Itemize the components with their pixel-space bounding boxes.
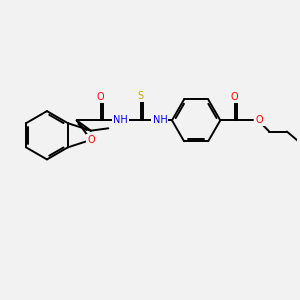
Text: S: S: [137, 91, 144, 101]
Text: NH: NH: [113, 116, 128, 125]
Text: O: O: [97, 92, 105, 102]
Text: O: O: [87, 135, 94, 145]
Text: O: O: [256, 116, 264, 125]
Text: O: O: [231, 92, 238, 102]
Text: NH: NH: [152, 116, 167, 125]
